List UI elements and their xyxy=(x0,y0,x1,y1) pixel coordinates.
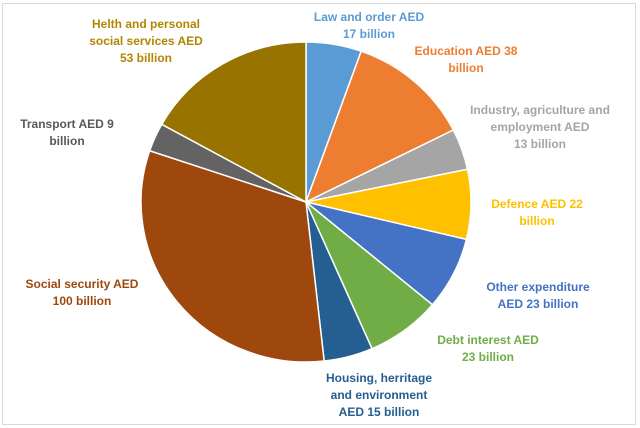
slice-label-line: 23 billion xyxy=(461,350,515,364)
pie-slice xyxy=(140,149,326,363)
slice-label-line: billion xyxy=(448,61,484,75)
slice-label: Education AED 38 billion xyxy=(415,43,518,77)
slice-label-line: Transport AED 9 xyxy=(20,117,114,131)
pie-slice xyxy=(160,41,307,204)
slice-label-line: 17 billion xyxy=(342,27,395,41)
slice-label-line: social services AED xyxy=(89,34,203,48)
slice-label-line: employment AED xyxy=(490,120,590,134)
slice-label-line: Other expenditure xyxy=(486,280,590,294)
chart-frame xyxy=(2,3,636,425)
slice-label-line: and environment xyxy=(330,388,428,402)
slice-label: Defence AED 22 billion xyxy=(491,196,583,230)
slice-label: Debt interest AED 23 billion xyxy=(437,332,539,366)
slice-label: Transport AED 9 billion xyxy=(20,116,114,150)
slice-label-line: Industry, agriculture and xyxy=(470,103,610,117)
slice-label-line: 100 billion xyxy=(52,294,112,308)
slice-label-line: Debt interest AED xyxy=(437,333,539,347)
slice-label-line: Social security AED xyxy=(25,277,139,291)
slice-label-line: AED 15 billion xyxy=(338,405,420,419)
slice-label-line: 53 billion xyxy=(119,51,172,65)
slice-label: Helth and personal social services AED 53 … xyxy=(89,16,203,67)
slice-label-line: Education AED 38 xyxy=(414,44,518,58)
slice-label: Law and order AED 17 billion xyxy=(314,9,424,43)
slice-label: Housing, herritage and environment AED 15 … xyxy=(326,370,432,421)
slice-label-line: 13 billion xyxy=(513,137,566,151)
slice-label-line: billion xyxy=(49,134,85,148)
slice-label: Social security AED 100 billion xyxy=(26,276,139,310)
slice-label-line: Law and order AED xyxy=(313,10,425,24)
slice-label-line: billion xyxy=(519,214,555,228)
slice-label-line: Housing, herritage xyxy=(325,371,433,385)
slice-label-line: Defence AED 22 xyxy=(491,197,583,211)
slice-label-line: Helth and personal xyxy=(91,17,201,31)
slice-label-line: AED 23 billion xyxy=(497,297,579,311)
pie-slice xyxy=(304,50,455,204)
slice-label: Other expenditure AED 23 billion xyxy=(486,279,589,313)
slice-label: Industry, agriculture and employment AED 1… xyxy=(470,102,610,153)
